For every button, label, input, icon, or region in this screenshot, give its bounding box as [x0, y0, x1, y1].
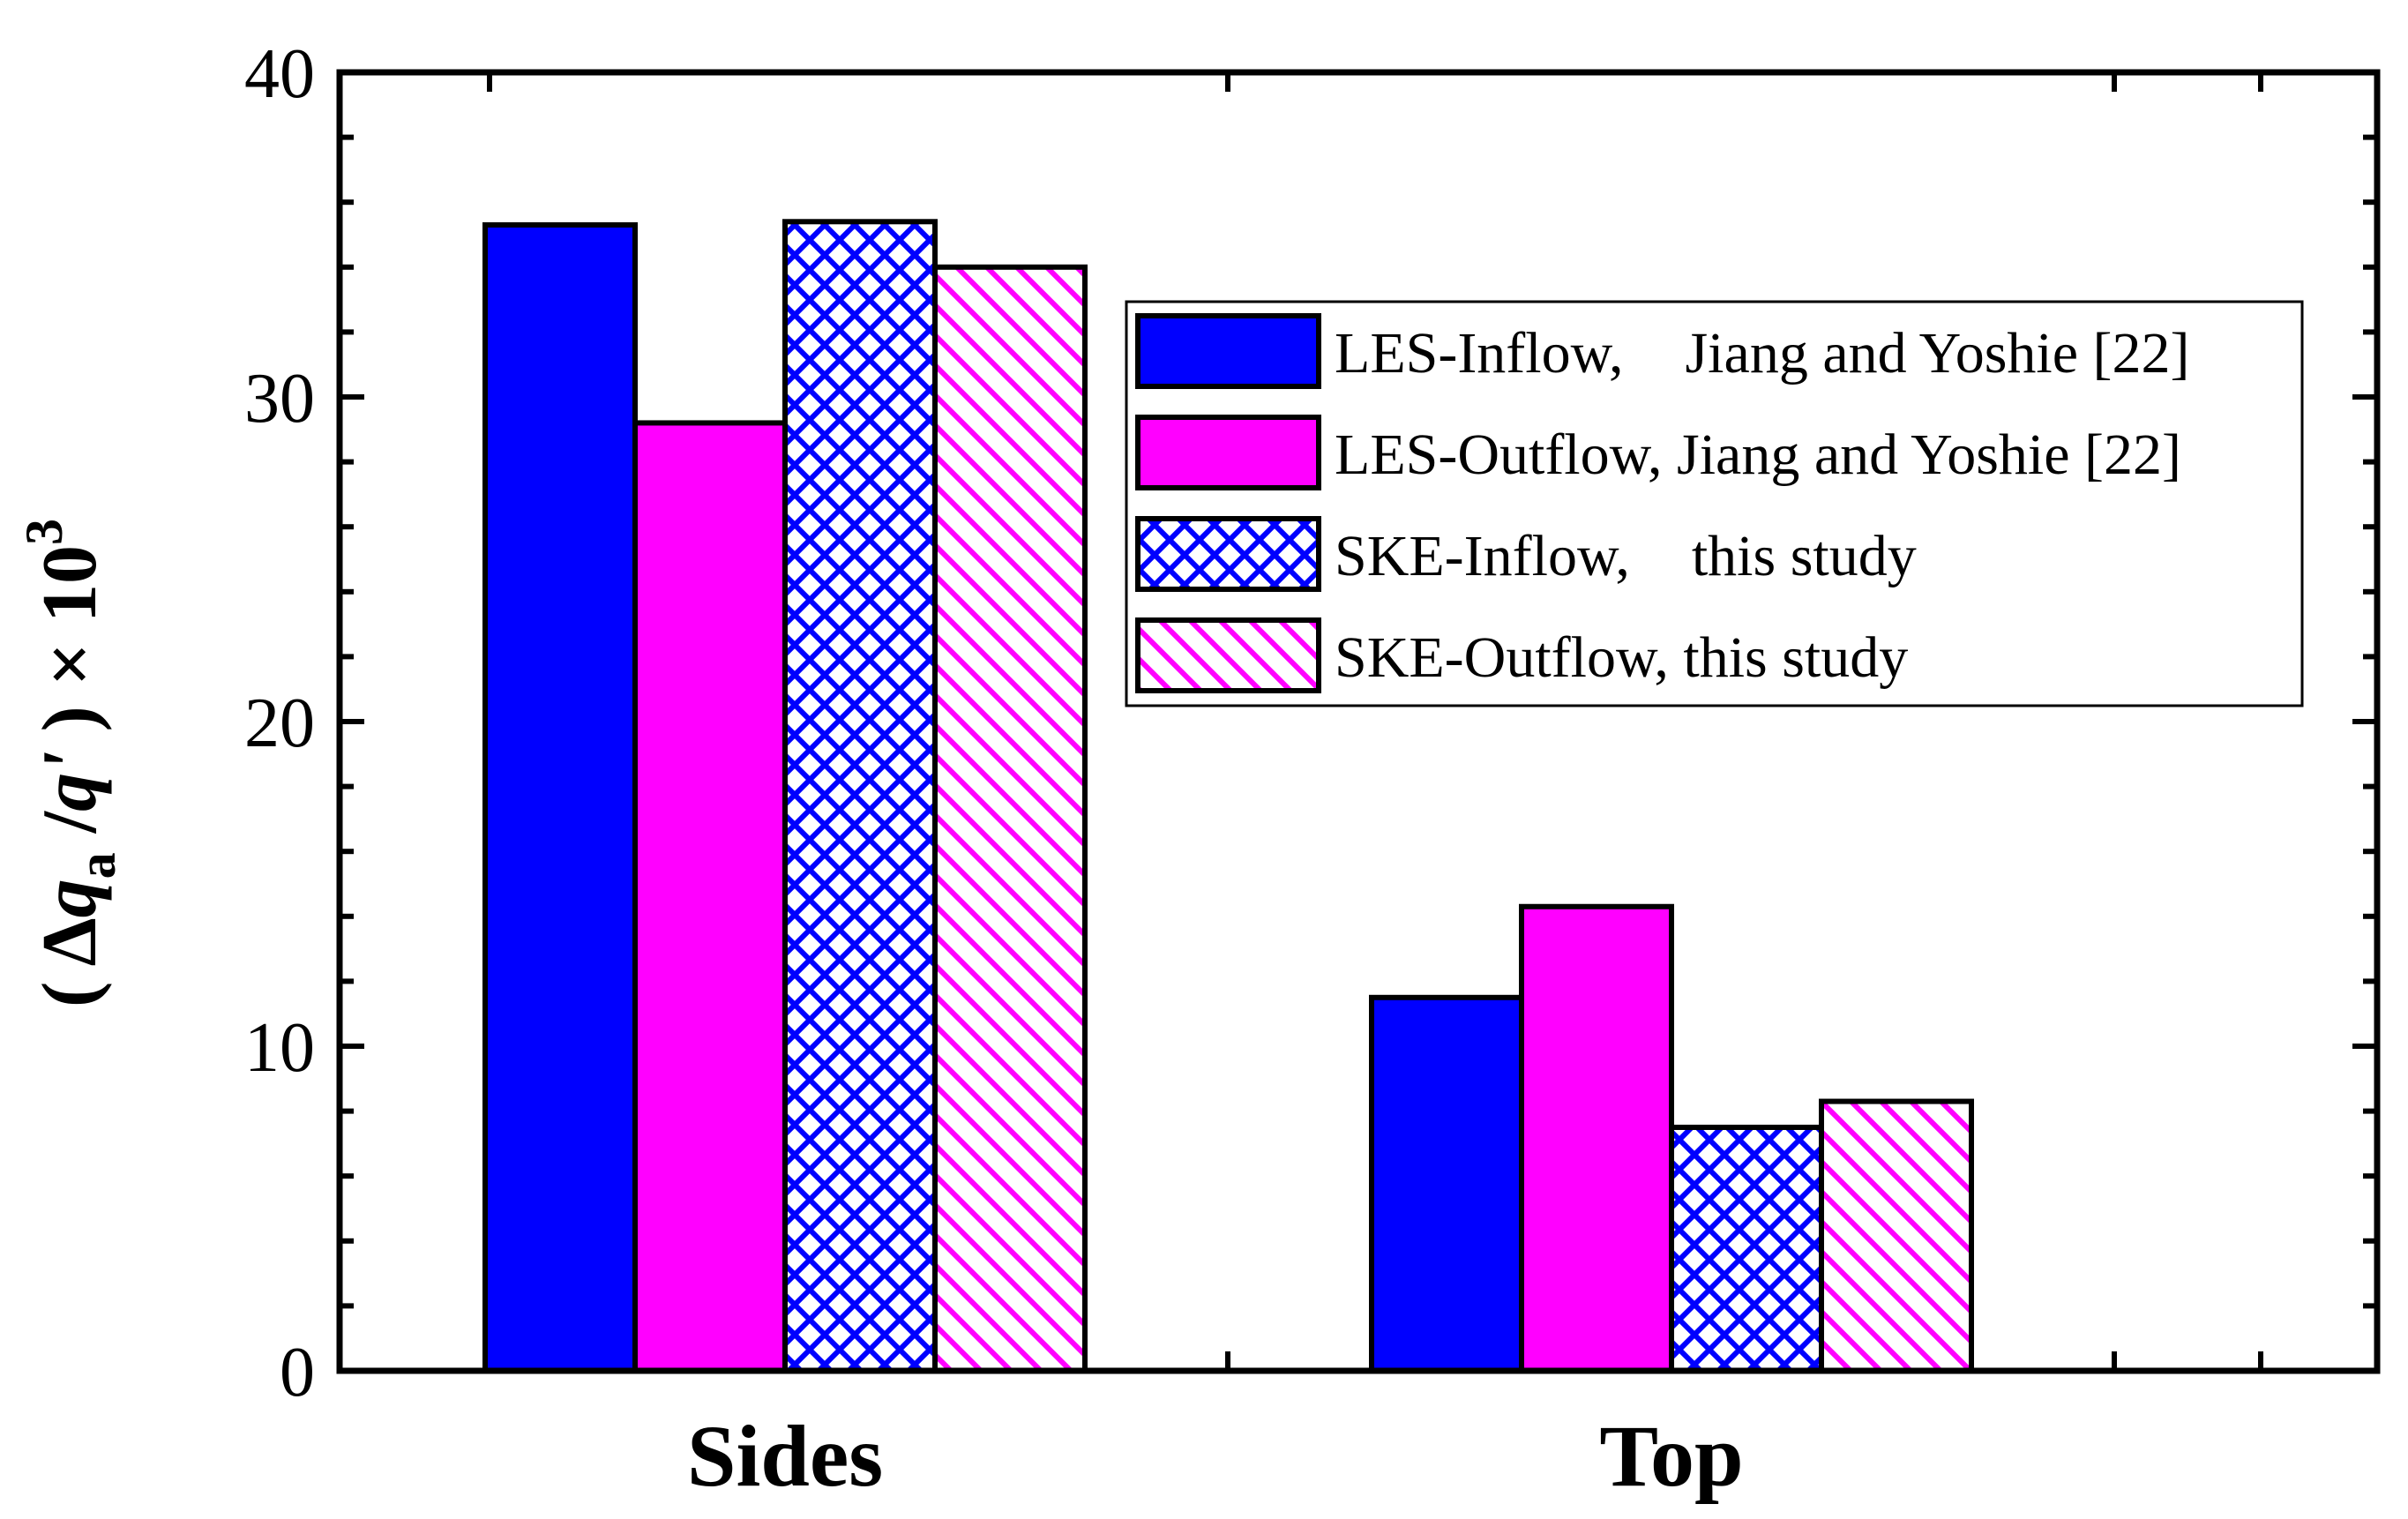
legend-label-part: Jiang and Yoshie [22]: [1686, 321, 2190, 385]
legend-swatch: [1135, 415, 1321, 490]
x-category-label: Sides: [687, 1407, 883, 1505]
legend-label: SKE-Inflow, this study: [1335, 524, 1917, 588]
legend-label-part: LES-Outflow, Jiang and Yoshie [22]: [1335, 423, 2181, 487]
legend-label-part: SKE-Inflow,: [1335, 524, 1630, 588]
y-tick-label: 30: [244, 360, 315, 438]
y-tick-label: 0: [280, 1334, 315, 1411]
legend-swatch: [1135, 516, 1321, 592]
legend-label: LES-Outflow, Jiang and Yoshie [22]: [1335, 423, 2181, 487]
bar: [782, 219, 938, 1373]
bar: [482, 221, 638, 1374]
y-axis-label: ( Δqa /q' ) × 103: [15, 519, 126, 1007]
legend-box: [1125, 300, 2304, 707]
axis-ticks: 0 10 20 30 40 Sides Top: [244, 35, 2377, 1505]
legend: LES-Inflow, Jiang and Yoshie [22] LES-Outf…: [1125, 300, 2304, 707]
y-tick-label: 20: [244, 685, 315, 762]
legend-swatch: [1135, 617, 1321, 693]
bar: [1369, 994, 1524, 1374]
y-tick-label: 40: [244, 35, 315, 113]
bar: [932, 264, 1088, 1373]
bar: [632, 420, 788, 1374]
bar: [1669, 1125, 1824, 1373]
y-tick-label: 10: [244, 1009, 315, 1087]
legend-label-part: LES-Inflow,: [1335, 321, 1624, 385]
x-category-label: Top: [1599, 1407, 1743, 1505]
legend-label-part: this study: [1692, 524, 1917, 588]
bars: [482, 219, 1974, 1374]
legend-label: SKE-Outflow, this study: [1335, 625, 1908, 690]
legend-swatch: [1135, 313, 1321, 389]
legend-label: LES-Inflow, Jiang and Yoshie [22]: [1335, 321, 2190, 385]
bar: [1819, 1098, 1974, 1374]
bar: [1519, 903, 1674, 1373]
plot-frame: [336, 69, 2381, 1374]
legend-label-part: SKE-Outflow, this study: [1335, 625, 1908, 690]
